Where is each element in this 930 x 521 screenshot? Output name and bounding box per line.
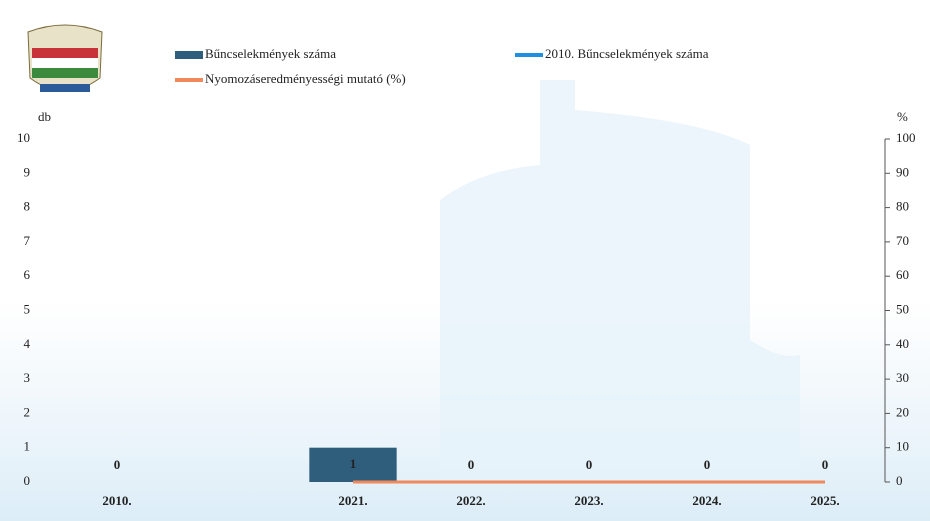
data-label: 0	[704, 457, 711, 472]
data-label: 0	[468, 457, 475, 472]
x-tick-label: 2025.	[810, 493, 839, 508]
y2-tick-label: 50	[896, 301, 909, 316]
bar	[309, 447, 397, 482]
y2-tick-label: 0	[896, 473, 903, 488]
data-label: 0	[114, 457, 121, 472]
y2-tick-label: 70	[896, 233, 909, 248]
y-tick-label: 5	[24, 301, 31, 316]
y2-tick-label: 40	[896, 336, 909, 351]
y2-tick-label: 60	[896, 267, 909, 282]
y2-axis-label: %	[897, 109, 908, 124]
y-tick-label: 6	[24, 267, 31, 282]
y-tick-label: 4	[24, 336, 31, 351]
legend-label: Bűncselekmények száma	[205, 46, 336, 61]
legend-swatch	[175, 51, 203, 59]
data-label: 0	[822, 457, 829, 472]
data-label: 0	[586, 457, 593, 472]
x-tick-label: 2023.	[574, 493, 603, 508]
logo	[27, 24, 103, 92]
y-tick-label: 1	[24, 439, 31, 454]
y2-tick-label: 80	[896, 199, 909, 214]
y2-tick-label: 90	[896, 164, 909, 179]
x-tick-label: 2022.	[456, 493, 485, 508]
x-tick-label: 2024.	[692, 493, 721, 508]
y-tick-label: 3	[24, 370, 31, 385]
y-tick-label: 10	[17, 130, 30, 145]
y-tick-label: 2	[24, 404, 31, 419]
y-tick-label: 9	[24, 164, 31, 179]
data-label: 1	[350, 456, 357, 471]
y-tick-label: 8	[24, 199, 31, 214]
y2-tick-label: 20	[896, 404, 909, 419]
y-tick-label: 0	[24, 473, 31, 488]
y-axis-label: db	[38, 109, 51, 124]
background-building	[440, 80, 800, 480]
legend-label: 2010. Bűncselekmények száma	[545, 46, 709, 61]
x-tick-label: 2010.	[102, 493, 131, 508]
y2-tick-label: 10	[896, 439, 909, 454]
y2-tick-label: 100	[896, 130, 916, 145]
legend-label: Nyomozáseredményességi mutató (%)	[205, 71, 406, 86]
y-tick-label: 7	[24, 233, 31, 248]
x-tick-label: 2021.	[338, 493, 367, 508]
y2-tick-label: 30	[896, 370, 909, 385]
